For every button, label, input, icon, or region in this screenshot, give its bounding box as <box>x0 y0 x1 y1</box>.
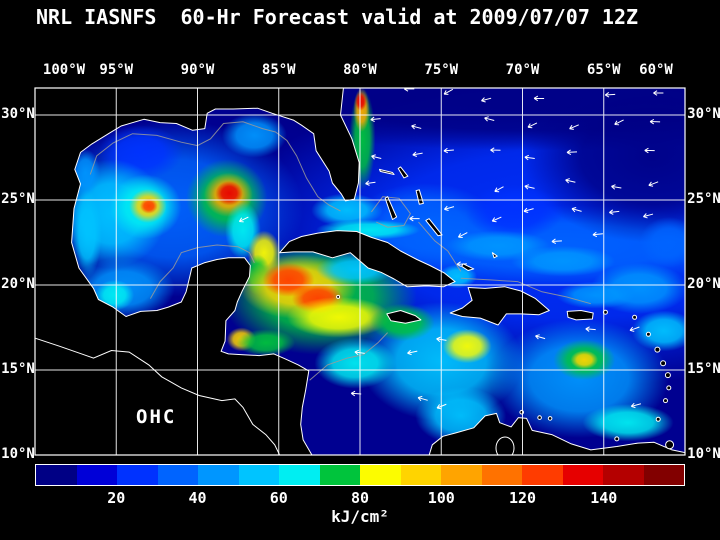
lon-tick-label: 75°W <box>424 62 459 78</box>
field-label: OHC <box>136 406 177 428</box>
colorbar-segment <box>400 465 441 485</box>
colorbar-tick-label: 60 <box>269 489 288 507</box>
colorbar-segment <box>198 465 239 485</box>
longitude-axis: 100°W 95°W 90°W 85°W 80°W 75°W 70°W 65°W 60°W <box>0 62 720 82</box>
colorbar-segment <box>522 465 563 485</box>
lon-tick-label: 65°W <box>586 62 621 78</box>
colorbar-segment <box>36 465 77 485</box>
lon-tick-label: 80°W <box>343 62 377 78</box>
colorbar-segment <box>238 465 279 485</box>
lat-tick-label: 25°N <box>1 191 35 207</box>
colorbar-tick-label: 80 <box>350 489 370 507</box>
wind-vectors <box>238 88 664 410</box>
map-border <box>34 87 686 456</box>
colorbar <box>35 464 685 486</box>
lon-tick-label: 60°W <box>639 62 673 78</box>
lat-tick-label: 20°N <box>1 276 35 292</box>
colorbar-segment <box>562 465 603 485</box>
colorbar-tick-label: 40 <box>188 489 207 507</box>
colorbar-segment <box>441 465 482 485</box>
map-layers <box>35 88 685 455</box>
lon-tick-label: 85°W <box>261 62 296 78</box>
lat-tick-label: 30°N <box>1 106 35 122</box>
lon-tick-label: 95°W <box>99 62 134 78</box>
colorbar-tick-label: 20 <box>107 489 126 507</box>
lon-tick-label: 100°W <box>42 62 86 78</box>
colorbar-segment <box>279 465 320 485</box>
lon-tick-label: 90°W <box>180 62 215 78</box>
lat-tick-label: 30°N <box>687 106 720 122</box>
colorbar-segment <box>360 465 401 485</box>
bathymetry-contours <box>89 121 591 381</box>
lat-tick-label: 15°N <box>687 361 720 377</box>
lat-tick-label: 20°N <box>687 276 720 292</box>
lat-tick-label: 10°N <box>1 446 35 462</box>
colorbar-segment <box>319 465 360 485</box>
colorbar-tick-label: 140 <box>590 489 618 507</box>
colorbar-segment <box>157 465 198 485</box>
colorbar-unit-label: kJ/cm² <box>331 507 389 526</box>
colorbar-segment <box>643 465 684 485</box>
lon-tick-label: 70°W <box>505 62 540 78</box>
colorbar-tick-label: 120 <box>508 489 537 507</box>
colorbar-segment <box>117 465 158 485</box>
colorbar-ticks: 20 40 60 80 100 120 140 <box>0 489 720 507</box>
colorbar-tick-label: 100 <box>427 489 455 507</box>
grid-lines <box>35 88 685 455</box>
colorbar-segment <box>603 465 644 485</box>
colorbar-segment <box>76 465 117 485</box>
chart-title: NRL IASNFS 60-Hr Forecast valid at 2009/… <box>36 5 639 29</box>
colorbar-segment <box>481 465 522 485</box>
lat-tick-label: 15°N <box>1 361 35 377</box>
lat-tick-label: 10°N <box>687 446 720 462</box>
lat-tick-label: 25°N <box>687 191 720 207</box>
